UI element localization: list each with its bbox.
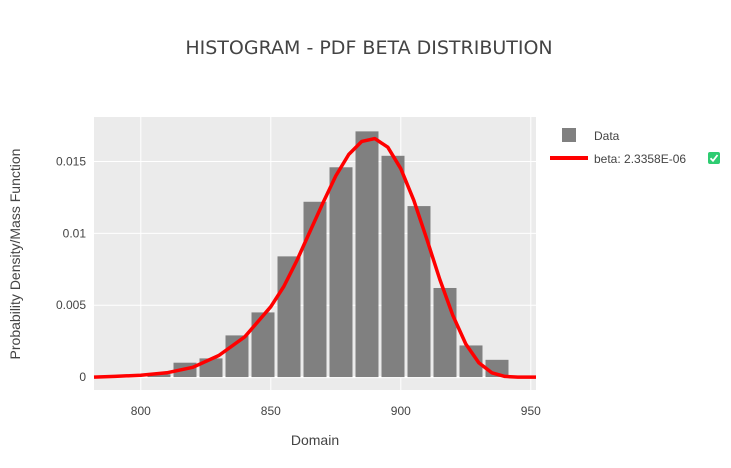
chart-title: HISTOGRAM - PDF BETA DISTRIBUTION (185, 37, 552, 59)
x-tick-label: 950 (521, 404, 541, 418)
legend[interactable]: Data beta: 2.3358E-06 (550, 128, 720, 166)
histogram-bar[interactable] (381, 155, 405, 378)
histogram-bar[interactable] (251, 312, 275, 378)
x-tick-label: 850 (261, 404, 281, 418)
x-axis-title: Domain (291, 432, 339, 448)
legend-label-data: Data (594, 129, 620, 143)
y-axis-title: Probability Density/Mass Function (7, 149, 23, 360)
y-tick-label: 0 (79, 370, 86, 384)
legend-swatch-data (562, 128, 576, 142)
histogram-bar[interactable] (433, 287, 457, 378)
histogram-bar[interactable] (329, 167, 353, 378)
y-tick-label: 0.005 (56, 298, 86, 312)
y-tick-label: 0.015 (56, 155, 86, 169)
histogram-bar[interactable] (355, 131, 379, 378)
histogram-bar[interactable] (303, 201, 327, 378)
histogram-bar[interactable] (407, 206, 431, 378)
x-tick-label: 900 (391, 404, 411, 418)
x-tick-label: 800 (131, 404, 151, 418)
check-badge-icon (708, 152, 720, 164)
y-tick-label: 0.01 (63, 226, 87, 240)
histogram-bar[interactable] (459, 345, 483, 378)
beta-pdf-line[interactable] (93, 136, 536, 379)
y-axis-ticks: 0 0.005 0.01 0.015 (56, 155, 86, 385)
legend-label-beta: beta: 2.3358E-06 (594, 152, 686, 166)
pdf-curve (93, 136, 536, 379)
histogram-bar[interactable] (147, 374, 171, 378)
legend-item-beta[interactable]: beta: 2.3358E-06 (550, 152, 720, 166)
x-axis-ticks: 800 850 900 950 (131, 404, 541, 418)
legend-item-data[interactable]: Data (562, 128, 620, 143)
